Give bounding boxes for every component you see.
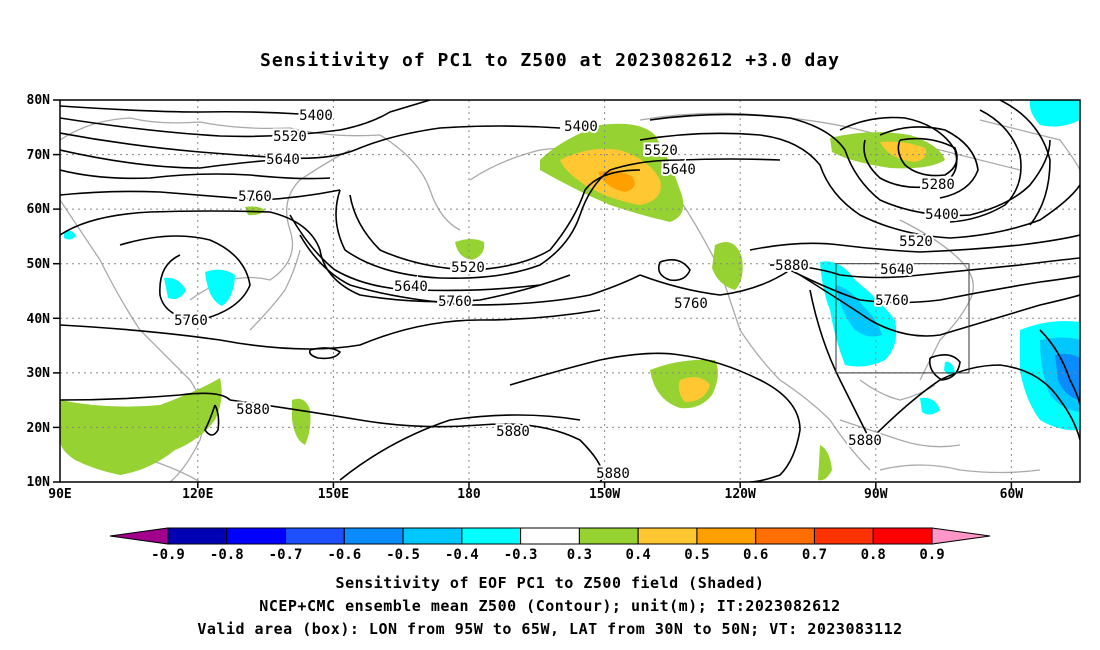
colorbar-swatch bbox=[813, 527, 874, 545]
colorbar-tick-label: -0.4 bbox=[445, 547, 479, 563]
contour-label: 5400 bbox=[564, 119, 598, 135]
lon-label: 150E bbox=[318, 487, 349, 502]
longitude-labels: 90E 120E 150E 180 150W 120W 90W 60W bbox=[48, 487, 1023, 502]
contour-label: 5760 bbox=[174, 313, 208, 329]
colorbar-swatch bbox=[755, 527, 815, 545]
colorbar-arrow-left bbox=[109, 527, 169, 545]
plot-title: Sensitivity of PC1 to Z500 at 2023082612… bbox=[259, 50, 840, 71]
lat-ticks bbox=[53, 99, 60, 483]
footer-line-3: Valid area (box): LON from 95W to 65W, L… bbox=[197, 620, 903, 638]
colorbar-swatch bbox=[226, 527, 287, 545]
colorbar-arrow-right bbox=[931, 527, 991, 545]
map-frame bbox=[59, 99, 1081, 483]
colorbar-swatch bbox=[872, 527, 933, 545]
lon-label: 150W bbox=[589, 487, 620, 502]
lon-label: 180 bbox=[457, 487, 481, 502]
colorbar: -0.9 -0.8 -0.7 -0.6 -0.5 -0.4 -0.3 0.3 0.4 0.5 0.6… bbox=[109, 527, 991, 563]
colorbar-swatch bbox=[520, 527, 580, 545]
colorbar-tick-label: 0.7 bbox=[802, 547, 827, 563]
lon-label: 120E bbox=[182, 487, 213, 502]
colorbar-tick-label: -0.9 bbox=[151, 547, 185, 563]
contour-label: 5760 bbox=[674, 296, 708, 312]
lon-label: 60W bbox=[1000, 487, 1024, 502]
lon-ticks bbox=[197, 482, 1013, 488]
colorbar-swatch bbox=[167, 527, 228, 545]
colorbar-tick-label: -0.6 bbox=[327, 547, 361, 563]
colorbar-tick-label: 0.8 bbox=[861, 547, 886, 563]
lon-label: 90W bbox=[864, 487, 888, 502]
contour-label: 5520 bbox=[273, 129, 307, 145]
colorbar-swatch bbox=[696, 527, 757, 545]
contour-label: 5520 bbox=[899, 234, 933, 250]
latitude-labels: 80N 70N 60N 50N 40N 30N 20N 10N bbox=[27, 93, 51, 490]
colorbar-swatch bbox=[402, 527, 463, 545]
colorbar-tick-label: -0.8 bbox=[210, 547, 244, 563]
lat-label: 60N bbox=[27, 202, 51, 217]
contour-labels: 5400 5520 5640 5760 5400 5520 5640 5520 … bbox=[172, 106, 961, 484]
lat-label: 80N bbox=[27, 93, 51, 108]
sensitivity-shading bbox=[60, 100, 1080, 481]
contour-label: 5760 bbox=[238, 189, 272, 205]
contour-label: 5400 bbox=[299, 108, 333, 124]
contour-label: 5880 bbox=[848, 433, 882, 449]
contour-label: 5880 bbox=[596, 466, 630, 482]
contour-label: 5760 bbox=[875, 293, 909, 309]
colorbar-tick-label: -0.5 bbox=[386, 547, 420, 563]
colorbar-swatch bbox=[637, 527, 698, 545]
lat-label: 10N bbox=[27, 475, 51, 490]
contour-label: 5880 bbox=[236, 402, 270, 418]
footer-line-1: Sensitivity of EOF PC1 to Z500 field (Sh… bbox=[335, 574, 765, 592]
colorbar-tick-label: -0.3 bbox=[504, 547, 538, 563]
colorbar-tick-label: 0.4 bbox=[626, 547, 651, 563]
contour-label: 5400 bbox=[925, 207, 959, 223]
lat-label: 70N bbox=[27, 148, 51, 163]
contour-label: 5520 bbox=[644, 143, 678, 159]
grid-lines bbox=[60, 100, 1080, 482]
lat-label: 20N bbox=[27, 421, 51, 436]
colorbar-tick-label: -0.7 bbox=[269, 547, 303, 563]
colorbar-swatch bbox=[285, 527, 345, 545]
contour-label: 5640 bbox=[880, 262, 914, 278]
lat-label: 50N bbox=[27, 257, 51, 272]
colorbar-tick-label: 0.9 bbox=[919, 547, 944, 563]
colorbar-swatch bbox=[461, 527, 522, 545]
colorbar-swatch bbox=[578, 527, 639, 545]
footer-line-2: NCEP+CMC ensemble mean Z500 (Contour); u… bbox=[259, 597, 841, 615]
contour-label: 5640 bbox=[394, 279, 428, 295]
colorbar-tick-label: 0.6 bbox=[743, 547, 768, 563]
contour-label: 5520 bbox=[451, 260, 485, 276]
contour-label: 5880 bbox=[496, 424, 530, 440]
colorbar-swatch bbox=[343, 527, 404, 545]
lat-label: 40N bbox=[27, 312, 51, 327]
z500-contours bbox=[60, 100, 1080, 482]
valid-area-box bbox=[835, 263, 970, 374]
contour-label: 5640 bbox=[266, 152, 300, 168]
contour-label: 5880 bbox=[775, 258, 809, 274]
contour-label: 5640 bbox=[662, 162, 696, 178]
lat-label: 30N bbox=[27, 366, 51, 381]
lon-label: 120W bbox=[725, 487, 756, 502]
lon-label: 90E bbox=[48, 487, 71, 502]
contour-label: 5760 bbox=[438, 294, 472, 310]
colorbar-tick-label: 0.5 bbox=[684, 547, 709, 563]
contour-label: 5280 bbox=[921, 177, 955, 193]
colorbar-tick-label: 0.3 bbox=[567, 547, 592, 563]
